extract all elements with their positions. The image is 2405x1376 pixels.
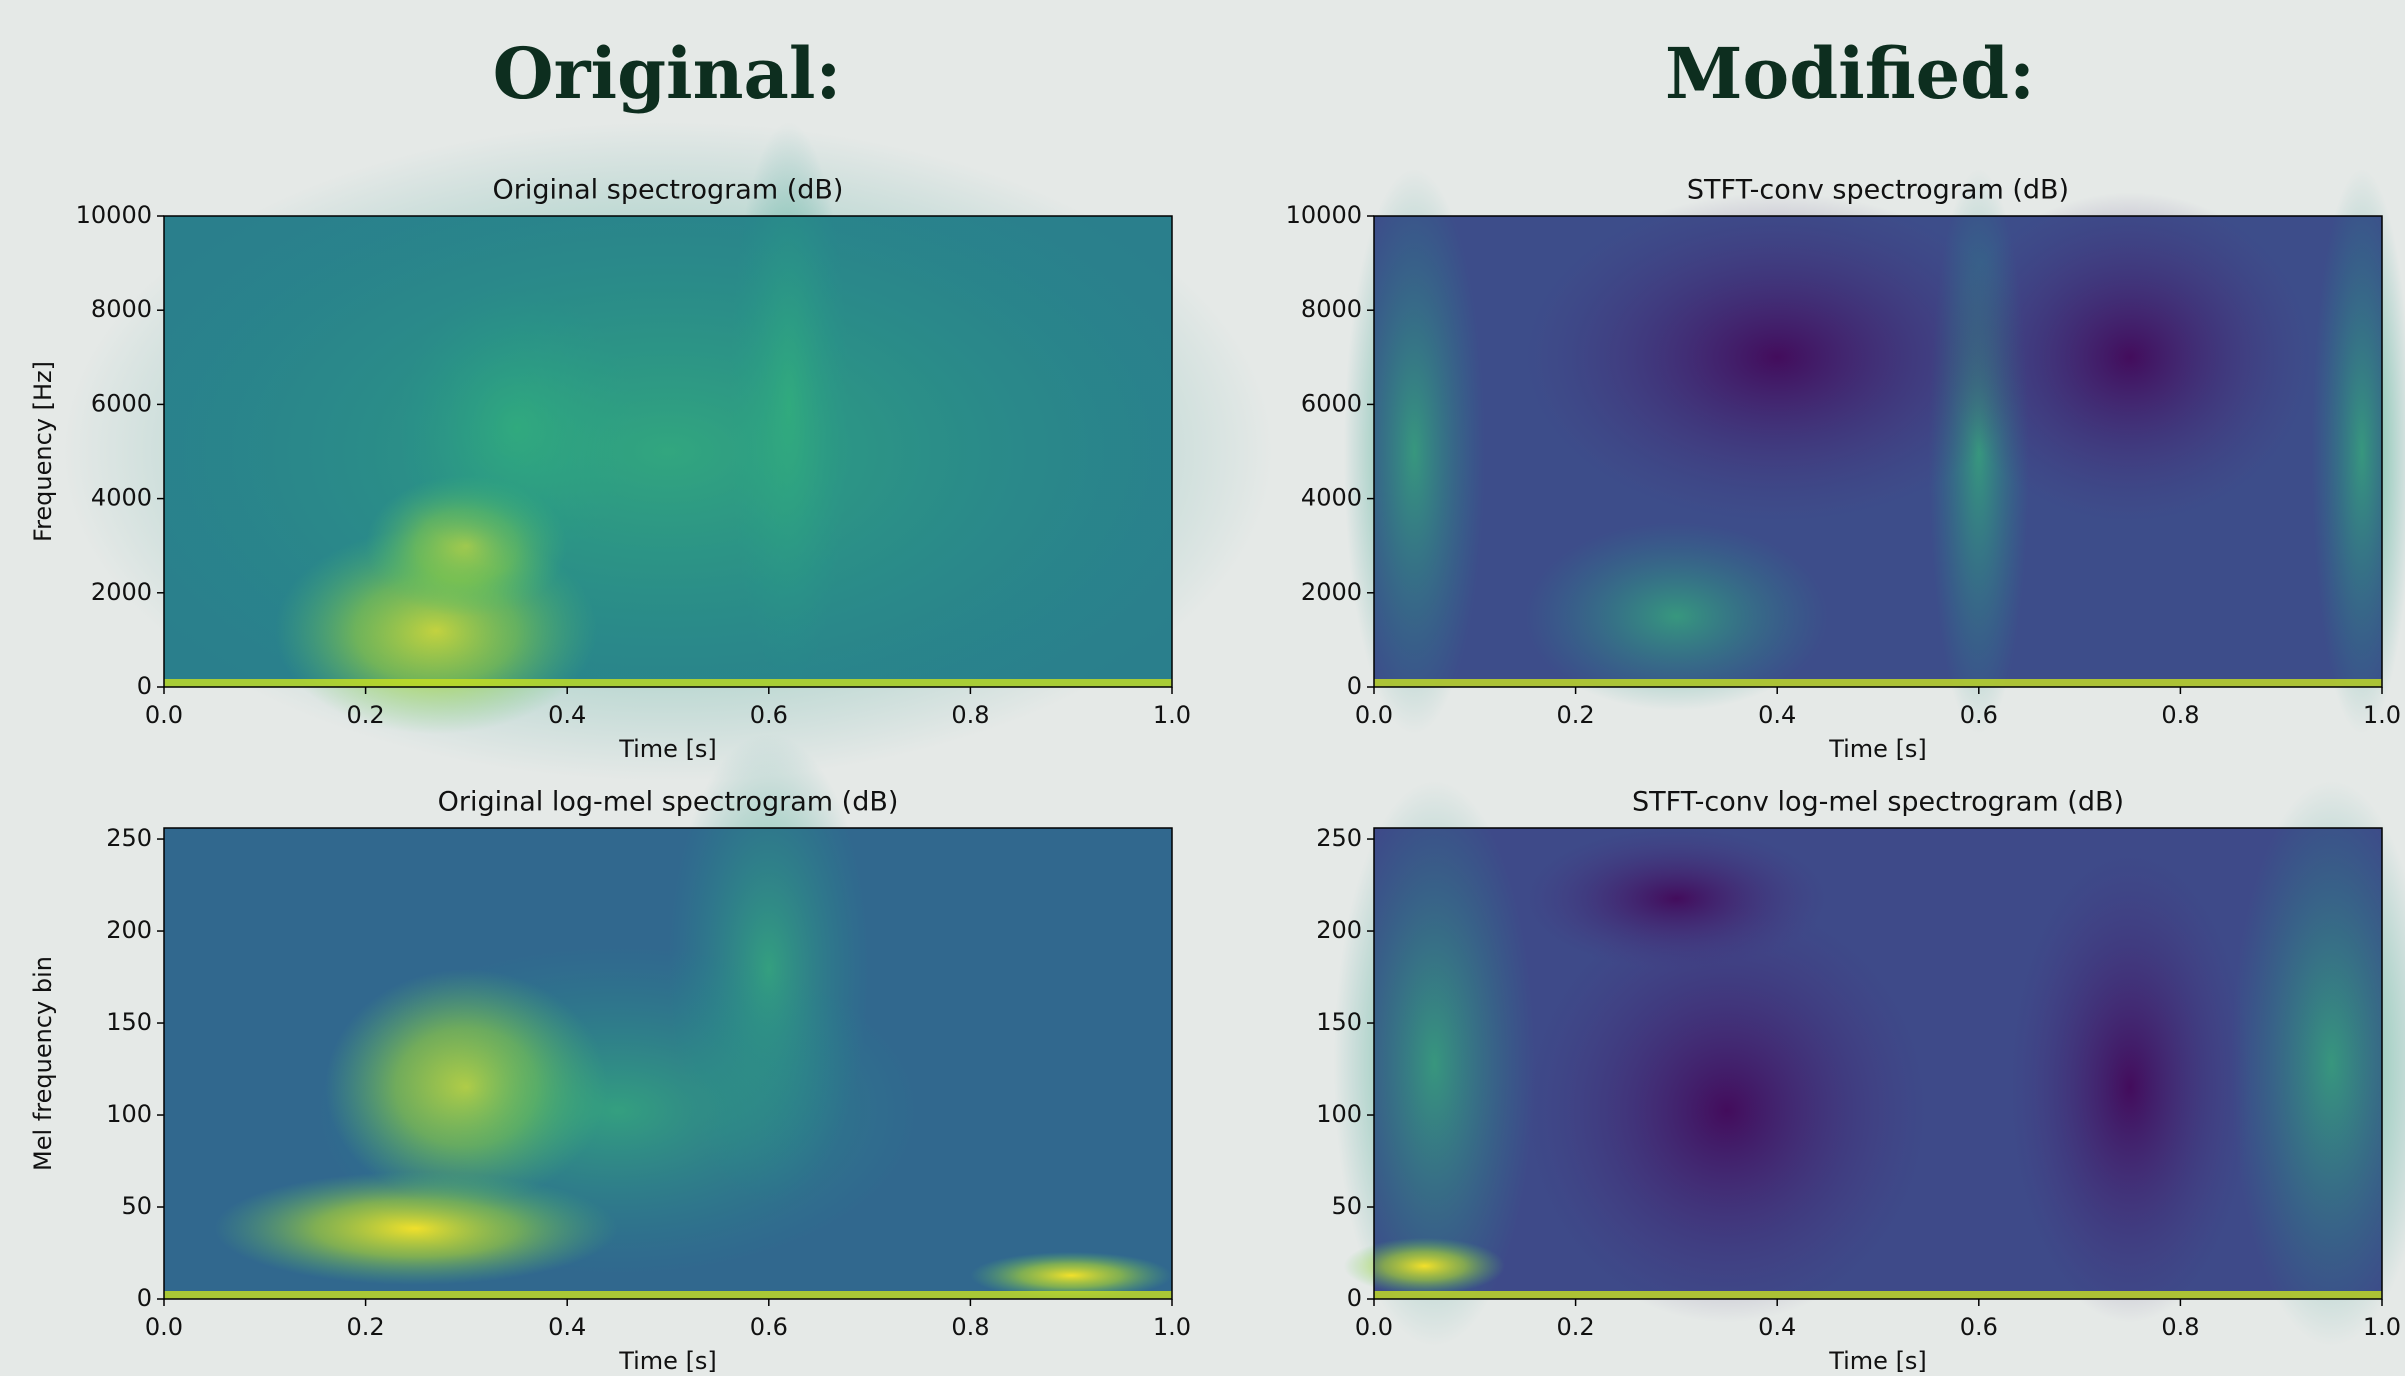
y-tick-label: 200 <box>1316 916 1362 944</box>
axes-title: Original spectrogram (dB) <box>493 175 844 206</box>
x-tick-label: 0.8 <box>2161 1313 2199 1341</box>
x-tick-label: 0.2 <box>347 701 385 729</box>
spectrogram-texture <box>315 945 921 1276</box>
spectrogram-texture <box>63 121 1273 782</box>
low-frequency-band <box>1374 679 2382 687</box>
y-tick-label: 8000 <box>91 295 152 323</box>
y-tick-label: 0 <box>1347 1284 1362 1312</box>
spectrogram-texture <box>970 1251 1172 1299</box>
spectrogram-texture <box>2009 851 2251 1323</box>
x-tick-label: 0.8 <box>2161 701 2199 729</box>
x-axis-label: Time [s] <box>618 1347 717 1375</box>
y-tick-label: 150 <box>106 1008 152 1036</box>
axes-title: STFT-conv log-mel spectrogram (dB) <box>1632 787 2124 818</box>
y-tick-label: 100 <box>1316 1100 1362 1128</box>
x-tick-label: 1.0 <box>2363 701 2401 729</box>
y-tick-label: 100 <box>106 1100 152 1128</box>
x-tick-label: 0.6 <box>1960 1313 1998 1341</box>
low-frequency-band <box>164 1291 1172 1299</box>
y-axis-label: Mel frequency bin <box>29 956 57 1171</box>
x-tick-label: 0.2 <box>347 1313 385 1341</box>
y-tick-label: 8000 <box>1301 295 1362 323</box>
axes-frame <box>1373 215 2383 688</box>
spectrogram-texture <box>1948 192 2312 523</box>
axes-title: Original log-mel spectrogram (dB) <box>438 787 899 818</box>
x-axis-label: Time [s] <box>1828 735 1927 763</box>
y-tick-label: 10000 <box>1286 201 1362 229</box>
y-tick-label: 6000 <box>91 389 152 417</box>
x-tick-label: 0.2 <box>1557 1313 1595 1341</box>
y-tick-label: 6000 <box>1301 389 1362 417</box>
spectrogram-texture <box>1525 828 1828 970</box>
spectrogram-texture <box>1525 522 1828 711</box>
x-tick-label: 0.4 <box>548 1313 586 1341</box>
y-tick-label: 250 <box>106 824 152 852</box>
x-tick-label: 0.0 <box>145 701 183 729</box>
spectrogram-texture <box>1333 780 1536 1347</box>
x-tick-label: 1.0 <box>2363 1313 2401 1341</box>
y-tick-label: 2000 <box>91 578 152 606</box>
y-tick-label: 150 <box>1316 1008 1362 1036</box>
y-tick-label: 2000 <box>1301 578 1362 606</box>
y-tick-label: 0 <box>137 672 152 700</box>
spectrogram-texture <box>1343 168 1485 735</box>
x-tick-label: 0.0 <box>1355 701 1393 729</box>
y-tick-label: 4000 <box>1301 484 1362 512</box>
low-frequency-band <box>1374 1291 2382 1299</box>
y-tick-label: 50 <box>1331 1192 1362 1220</box>
y-tick-label: 0 <box>1347 672 1362 700</box>
axes-frame <box>1373 827 2383 1300</box>
low-frequency-band <box>164 679 1172 687</box>
right-heading: Modified: <box>1665 32 2035 115</box>
x-tick-label: 0.0 <box>145 1313 183 1341</box>
spectrogram-texture <box>1525 898 1929 1323</box>
spectrogram-texture <box>2230 780 2405 1347</box>
y-tick-label: 0 <box>137 1284 152 1312</box>
x-axis-label: Time [s] <box>1828 1347 1927 1375</box>
x-axis-label: Time [s] <box>618 735 717 763</box>
x-tick-label: 0.4 <box>548 701 586 729</box>
spectrogram-texture <box>1343 1237 1506 1295</box>
x-tick-label: 0.0 <box>1355 1313 1393 1341</box>
x-tick-label: 1.0 <box>1153 701 1191 729</box>
y-axis-label: Frequency [Hz] <box>29 361 57 542</box>
x-tick-label: 0.6 <box>1960 701 1998 729</box>
x-tick-label: 0.8 <box>951 701 989 729</box>
spectrogram-texture <box>1525 192 2030 523</box>
left-heading: Original: <box>493 32 842 115</box>
x-tick-label: 0.6 <box>750 701 788 729</box>
x-tick-label: 1.0 <box>1153 1313 1191 1341</box>
y-tick-label: 250 <box>1316 824 1362 852</box>
x-tick-label: 0.6 <box>750 1313 788 1341</box>
y-tick-label: 50 <box>121 1192 152 1220</box>
y-tick-label: 200 <box>106 916 152 944</box>
axes-frame <box>163 827 1173 1300</box>
x-tick-label: 0.4 <box>1758 1313 1796 1341</box>
axes-title: STFT-conv spectrogram (dB) <box>1687 175 2069 206</box>
x-tick-label: 0.4 <box>1758 701 1796 729</box>
y-tick-label: 4000 <box>91 484 152 512</box>
axes-frame <box>163 215 1173 688</box>
x-tick-label: 0.8 <box>951 1313 989 1341</box>
y-tick-label: 10000 <box>76 201 152 229</box>
x-tick-label: 0.2 <box>1557 701 1595 729</box>
